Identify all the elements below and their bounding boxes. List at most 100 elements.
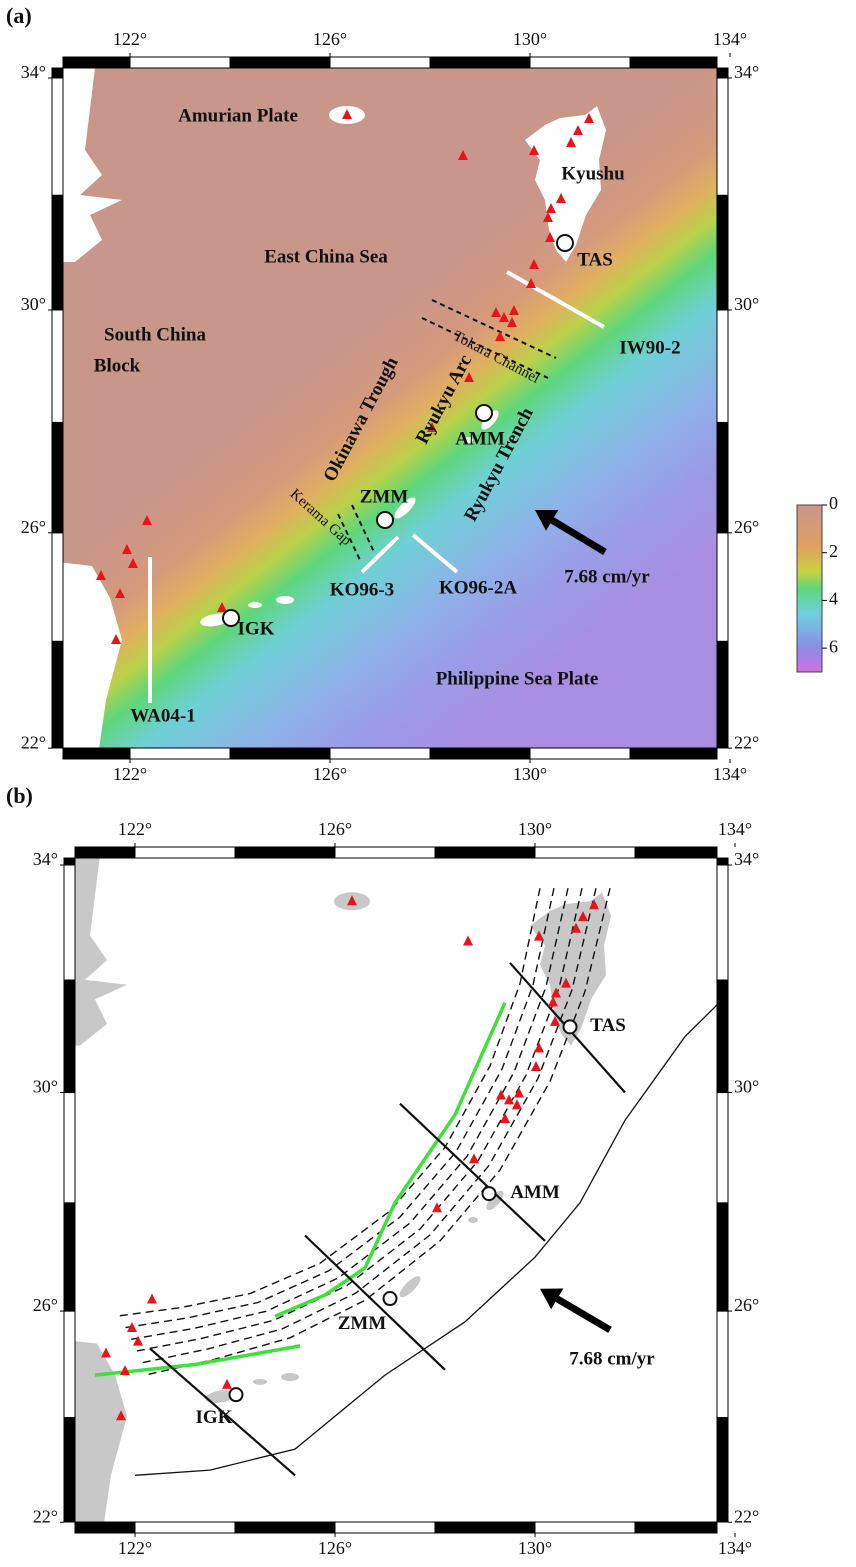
frame-bar (717, 78, 728, 195)
frame-bar (630, 748, 717, 759)
frame-bar (130, 748, 230, 759)
frame-bar (335, 847, 435, 858)
station (230, 1388, 243, 1401)
x-tick-label: 122° (113, 29, 147, 49)
colorbar-label: 6 (829, 636, 838, 656)
x-tick-label: 134° (713, 29, 747, 49)
frame-bar (64, 1203, 75, 1311)
frame-bar (330, 748, 430, 759)
frame-bar (330, 57, 430, 68)
frame-bar (52, 533, 63, 642)
station (564, 1020, 577, 1033)
y-tick-label: 30° (21, 294, 46, 314)
frame-bar (717, 858, 728, 865)
station (476, 405, 492, 421)
y-tick-label: 30° (734, 294, 759, 314)
x-tick-label: 134° (718, 1538, 752, 1558)
x-tick-label: 126° (318, 1538, 352, 1558)
frame-bar (435, 1522, 535, 1533)
frame-bar (64, 1417, 75, 1522)
map-label: AMM (510, 1182, 560, 1203)
figure: (a) (b) 122°122°126°126°130°130°134°134°… (0, 0, 856, 1567)
frame-bar (717, 68, 728, 78)
island (276, 596, 294, 604)
frame-bar (717, 1093, 728, 1203)
frame-bar (75, 847, 135, 858)
x-tick-label: 130° (513, 764, 547, 784)
frame-bar (52, 78, 63, 195)
colorbar-label: 0 (829, 493, 838, 513)
map-label: Kyushu (561, 163, 625, 184)
map-label: TAS (577, 249, 613, 270)
frame-bar (135, 1522, 235, 1533)
map-label: ZMM (360, 486, 409, 507)
frame-bar (530, 748, 630, 759)
station (377, 512, 393, 528)
frame-bar (235, 1522, 335, 1533)
frame-bar (530, 57, 630, 68)
y-tick-label: 34° (734, 62, 759, 82)
frame-bar (717, 533, 728, 642)
map-label: East China Sea (264, 246, 388, 267)
frame-bar (135, 847, 235, 858)
map-label: IGK (196, 1407, 233, 1428)
frame-bar (235, 847, 335, 858)
frame-bar (430, 57, 530, 68)
map-label: WA04-1 (130, 705, 195, 726)
y-tick-label: 30° (734, 1077, 759, 1097)
frame-bar (717, 310, 728, 422)
frame-bar (63, 57, 130, 68)
panel-label: (a) (6, 3, 32, 28)
x-tick-label: 126° (318, 819, 352, 839)
y-tick-label: 26° (21, 517, 46, 537)
x-tick-label: 126° (313, 29, 347, 49)
y-tick-label: 26° (734, 1295, 759, 1315)
x-tick-label: 122° (118, 1538, 152, 1558)
frame-bar (63, 748, 130, 759)
colorbar-label: 2 (829, 541, 838, 561)
colorbar (797, 505, 822, 672)
map-label: 7.68 cm/yr (564, 566, 650, 587)
frame-bar (435, 847, 535, 858)
x-tick-label: 130° (513, 29, 547, 49)
frame-bar (535, 1522, 635, 1533)
frame-bar (230, 748, 330, 759)
ocean (75, 858, 717, 1522)
x-tick-label: 130° (518, 819, 552, 839)
frame-bar (717, 980, 728, 1093)
map-label: 7.68 cm/yr (569, 1348, 655, 1369)
frame-bar (430, 748, 530, 759)
y-tick-label: 34° (21, 62, 46, 82)
x-tick-label: 130° (518, 1538, 552, 1558)
frame-bar (75, 1522, 135, 1533)
frame-bar (717, 865, 728, 980)
y-tick-label: 34° (33, 849, 58, 869)
map-label: Philippine Sea Plate (436, 668, 599, 689)
frame-bar (52, 641, 63, 748)
frame-bar (535, 847, 635, 858)
x-tick-label: 126° (313, 764, 347, 784)
y-tick-label: 22° (734, 732, 759, 752)
frame-bar (52, 68, 63, 78)
frame-bar (717, 1417, 728, 1522)
y-tick-label: 26° (33, 1295, 58, 1315)
y-tick-label: 26° (734, 517, 759, 537)
map (45, 828, 725, 1544)
station (557, 235, 573, 251)
frame-bar (64, 865, 75, 980)
map-label: Block (94, 355, 141, 376)
frame-bar (64, 1311, 75, 1417)
x-tick-label: 122° (113, 764, 147, 784)
frame-bar (717, 195, 728, 310)
frame-bar (717, 1203, 728, 1311)
frame-bar (630, 57, 717, 68)
y-tick-label: 22° (734, 1506, 759, 1526)
frame-bar (717, 1311, 728, 1417)
frame-bar (335, 1522, 435, 1533)
y-tick-label: 22° (33, 1506, 58, 1526)
frame-bar (52, 195, 63, 310)
y-tick-label: 30° (33, 1077, 58, 1097)
island (281, 1373, 299, 1381)
station (483, 1187, 496, 1200)
island (468, 1217, 478, 1223)
